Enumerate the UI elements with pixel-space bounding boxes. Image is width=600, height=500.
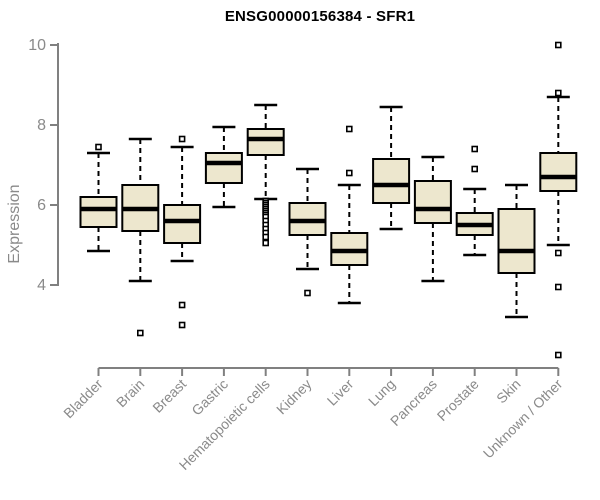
outlier-point	[554, 41, 562, 49]
outlier-point	[178, 321, 186, 329]
outlier-point	[262, 233, 270, 241]
box-group-pancreas	[413, 155, 452, 283]
iqr-box	[79, 196, 118, 228]
box-group-breast	[163, 135, 202, 329]
outlier-point	[137, 329, 144, 337]
box-group-bladder	[79, 143, 118, 253]
x-tick-label-lung: Lung	[365, 376, 398, 409]
box-group-liver	[330, 125, 369, 305]
iqr-box	[163, 204, 202, 244]
outlier-point	[471, 145, 479, 153]
outlier-point	[95, 143, 102, 151]
outlier-point	[345, 169, 353, 177]
x-tick-label-prostate: Prostate	[434, 376, 482, 424]
box-group-unknown-other	[539, 41, 578, 359]
x-tick-label-unknown-other: Unknown / Other	[480, 376, 566, 462]
outlier-point	[554, 283, 562, 291]
outlier-point	[554, 351, 562, 359]
box-group-kidney	[288, 167, 327, 297]
outlier-point	[471, 165, 479, 173]
outlier-point	[345, 125, 353, 133]
outlier-point	[304, 289, 311, 297]
box-group-gastric	[204, 125, 243, 209]
iqr-box	[372, 158, 411, 204]
x-tick-label-liver: Liver	[324, 376, 357, 409]
y-tick-label: 10	[28, 37, 46, 54]
y-tick-label: 6	[37, 197, 46, 214]
box-group-hematopoietic-cells	[246, 103, 285, 247]
x-tick-label-bladder: Bladder	[60, 376, 106, 422]
y-tick-label: 4	[37, 277, 46, 294]
outlier-point	[262, 239, 270, 247]
y-tick-label: 8	[37, 117, 46, 134]
iqr-box	[413, 180, 452, 224]
iqr-box	[246, 128, 285, 156]
outlier-point	[178, 135, 186, 143]
chart-title: ENSG00000156384 - SFR1	[224, 8, 416, 25]
iqr-box	[204, 152, 243, 184]
box-group-lung	[372, 105, 411, 231]
x-tick-label-skin: Skin	[493, 376, 524, 407]
outlier-point	[554, 249, 562, 257]
iqr-box	[539, 152, 578, 192]
x-tick-label-brain: Brain	[113, 376, 147, 410]
box-group-prostate	[455, 145, 494, 257]
iqr-box	[497, 208, 536, 274]
x-tick-label-breast: Breast	[149, 376, 189, 416]
box-group-brain	[121, 137, 160, 337]
x-tick-label-kidney: Kidney	[273, 376, 315, 418]
outlier-point	[554, 89, 562, 97]
box-group-skin	[497, 183, 536, 319]
outlier-point	[178, 301, 186, 309]
